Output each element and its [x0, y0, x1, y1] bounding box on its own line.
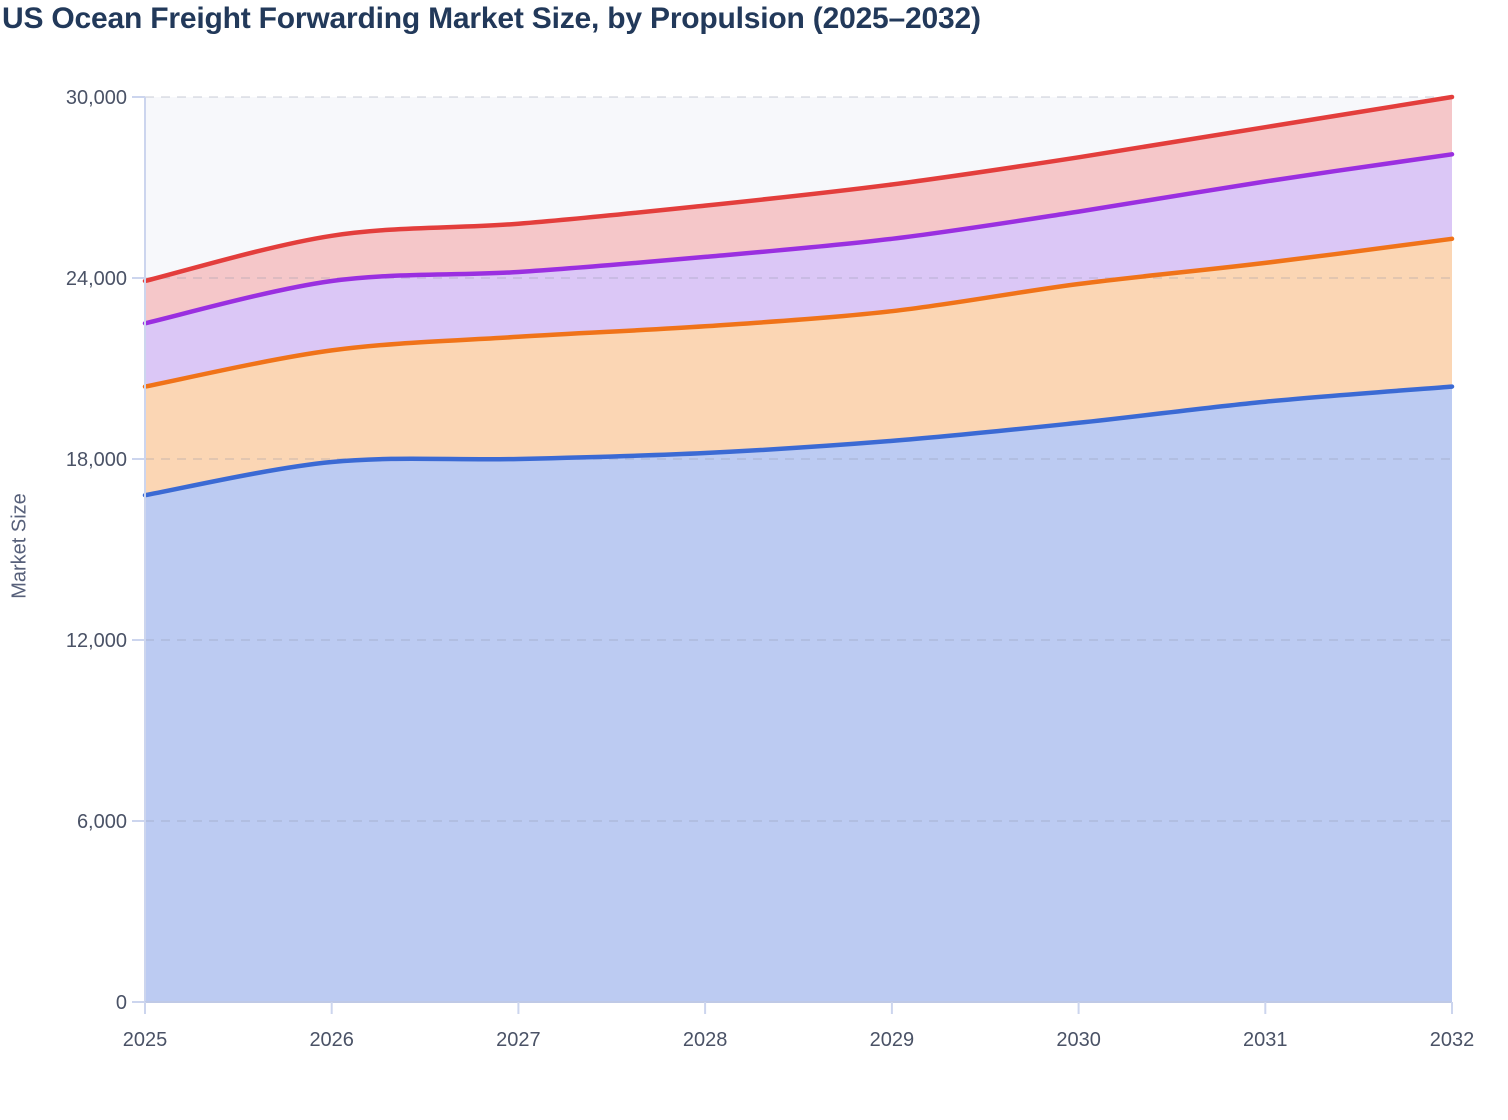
y-tick-label: 18,000 [66, 449, 127, 471]
y-tick-label: 6,000 [77, 811, 127, 833]
x-tick-label: 2032 [1430, 1029, 1475, 1051]
line-red [142, 94, 1455, 284]
x-tick-label: 2027 [496, 1029, 541, 1051]
area-orange [145, 238, 1452, 496]
x-tick-label: 2026 [309, 1029, 354, 1051]
area-red [145, 97, 1452, 324]
x-tick-label: 2030 [1056, 1029, 1101, 1051]
y-tick-label: 0 [116, 992, 127, 1014]
chart-title: US Ocean Freight Forwarding Market Size,… [2, 2, 981, 35]
y-tick-label: 24,000 [66, 268, 127, 290]
y-tick-label: 30,000 [66, 87, 127, 109]
area-blue [145, 386, 1452, 1003]
x-tick-label: 2025 [123, 1029, 168, 1051]
line-blue [142, 384, 1455, 498]
line-orange [142, 236, 1455, 389]
x-tick-label: 2028 [683, 1029, 728, 1051]
x-tick-label: 2031 [1243, 1029, 1288, 1051]
y-tick-label: 12,000 [66, 630, 127, 652]
area-purple [145, 154, 1452, 387]
x-tick-label: 2029 [870, 1029, 915, 1051]
line-purple [142, 152, 1455, 326]
